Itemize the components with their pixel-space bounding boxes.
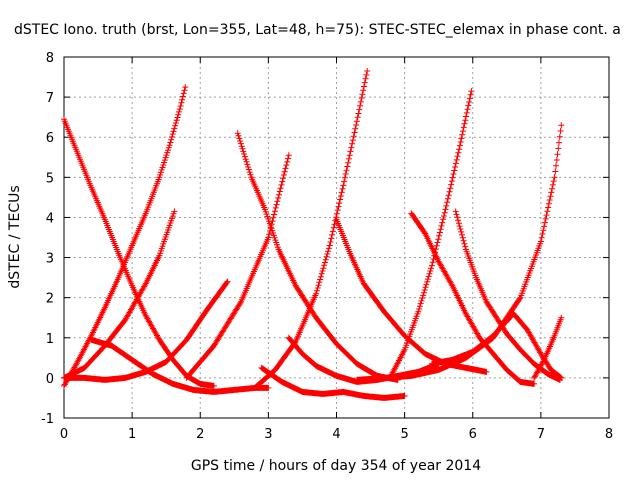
y-tick-label: 7	[46, 91, 54, 106]
y-tick-label: 5	[46, 171, 54, 186]
series-markers	[183, 152, 292, 381]
series-arc-8	[251, 68, 371, 391]
chart-title: dSTEC Iono. truth (brst, Lon=355, Lat=48…	[14, 22, 621, 38]
series-arc-1	[61, 116, 217, 389]
series-arc-4	[61, 278, 231, 383]
series-markers	[531, 314, 565, 381]
y-tick-label: 0	[46, 372, 54, 387]
data-points	[61, 68, 565, 401]
x-axis-label: GPS time / hours of day 354 of year 2014	[191, 458, 481, 474]
y-tick-label: -1	[41, 412, 54, 427]
x-tick-label: 7	[537, 427, 545, 442]
x-tick-label: 1	[128, 427, 136, 442]
series-markers	[408, 210, 538, 387]
series-markers	[61, 116, 217, 389]
series-arc-6	[183, 152, 292, 381]
series-arc-5	[88, 336, 272, 395]
y-tick-label: 2	[46, 292, 54, 307]
series-arc-3	[61, 208, 178, 381]
series-arc-9	[258, 364, 408, 401]
series-arc-17	[531, 314, 565, 381]
series-arc-11	[333, 216, 490, 375]
x-tick-label: 2	[196, 427, 204, 442]
series-markers	[251, 68, 371, 391]
y-tick-label: 1	[46, 332, 54, 347]
series-markers	[428, 310, 565, 381]
series-markers	[61, 84, 189, 389]
y-tick-label: 8	[46, 51, 54, 66]
series-markers	[88, 336, 272, 395]
x-tick-label: 4	[332, 427, 340, 442]
series-markers	[258, 364, 408, 401]
series-markers	[333, 216, 490, 375]
series-markers	[61, 278, 231, 383]
x-tick-label: 0	[60, 427, 68, 442]
x-tick-label: 8	[605, 427, 613, 442]
tick-marks	[63, 56, 610, 419]
y-tick-label: 4	[46, 211, 54, 226]
series-markers	[61, 208, 178, 381]
y-tick-label: 3	[46, 252, 54, 267]
x-tick-label: 5	[400, 427, 408, 442]
grid-layer	[64, 57, 609, 418]
y-axis-label: dSTEC / TECUs	[7, 185, 23, 288]
x-tick-label: 6	[469, 427, 477, 442]
x-tick-label: 3	[264, 427, 272, 442]
tick-labels: 0 1 2 3 4 5 6 7 8 -1 0 1 2 3 4 5 6 7 8	[41, 51, 613, 442]
series-arc-13	[408, 210, 538, 387]
series-arc-2	[61, 84, 189, 389]
series-arc-16	[428, 310, 565, 381]
y-tick-label: 6	[46, 131, 54, 146]
